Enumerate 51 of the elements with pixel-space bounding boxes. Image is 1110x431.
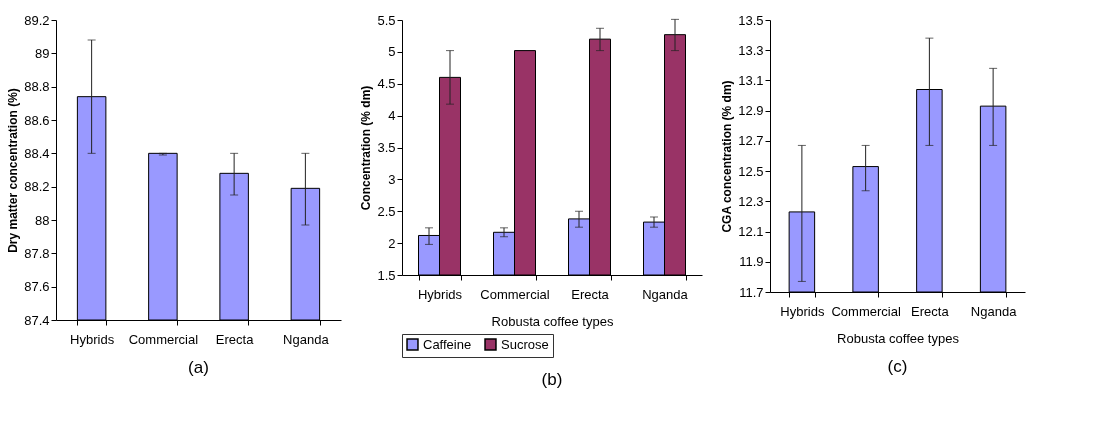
text: (b) [541, 369, 563, 389]
y-tick-label: 11.7 [739, 284, 764, 300]
y-tick-label: 88.2 [24, 179, 50, 195]
y-tick-label: 87.6 [24, 279, 50, 295]
x-tick-label: Nganda [970, 303, 1018, 319]
y-axis-title: Dry matter concentration (%) [6, 88, 21, 253]
y-tick-label: 12.7 [738, 133, 764, 149]
x-tick-label: Commercial [480, 286, 550, 302]
x-tick-label: Hybrids [70, 331, 115, 347]
x-tick-label: Erecta [215, 331, 255, 347]
y-tick-label: 2.5 [377, 203, 396, 219]
x-tick-label: Erecta [571, 286, 610, 302]
y-tick-label: 87.4 [24, 312, 50, 328]
y-tick-label: 1.5 [377, 267, 396, 283]
y-tick-label: 89.2 [24, 12, 50, 28]
text: (c) [887, 357, 908, 376]
x-tick-label: Hybrids [417, 286, 463, 302]
x-axis-title: Robusta coffee types [837, 330, 960, 346]
x-axis-title: Robusta coffee types [491, 313, 614, 329]
y-tick-label: 13.3 [738, 42, 764, 58]
y-tick-label: 4 [388, 108, 396, 124]
text: (a) [188, 358, 209, 377]
y-tick-label: 89 [35, 45, 50, 61]
y-tick-label: 88.6 [24, 112, 50, 128]
y-axis-title: Concentration (% dm) [359, 85, 374, 211]
y-tick-label: 12.9 [738, 103, 764, 119]
y-tick-label: 12.3 [738, 193, 764, 209]
y-tick-label: 13.1 [738, 72, 764, 88]
x-tick-label: Commercial [831, 303, 901, 319]
y-axis-title: CGA concentration (% dm) [720, 80, 735, 233]
y-tick-label: 11.9 [739, 254, 764, 270]
y-tick-label: 88 [35, 212, 50, 228]
y-tick-label: 2 [388, 235, 396, 251]
x-tick-label: Nganda [642, 286, 689, 302]
y-tick-label: 88.8 [24, 79, 50, 95]
y-tick-label: 3 [388, 171, 396, 187]
y-tick-label: 88.4 [24, 145, 50, 161]
y-tick-label: 12.1 [738, 224, 764, 240]
legend-label: Caffeine [423, 336, 472, 352]
x-tick-label: Commercial [128, 331, 199, 347]
y-tick-label: 4.5 [377, 76, 396, 92]
x-tick-label: Nganda [283, 331, 330, 347]
legend-label: Sucrose [501, 336, 549, 352]
y-tick-label: 5.5 [377, 12, 396, 28]
x-tick-label: Hybrids [780, 303, 825, 319]
x-tick-label: Erecta [911, 303, 950, 319]
y-tick-label: 5 [388, 44, 396, 60]
y-tick-label: 13.5 [738, 12, 764, 28]
y-tick-label: 12.5 [738, 163, 764, 179]
y-tick-label: 87.8 [24, 245, 50, 261]
y-tick-label: 3.5 [377, 140, 396, 155]
